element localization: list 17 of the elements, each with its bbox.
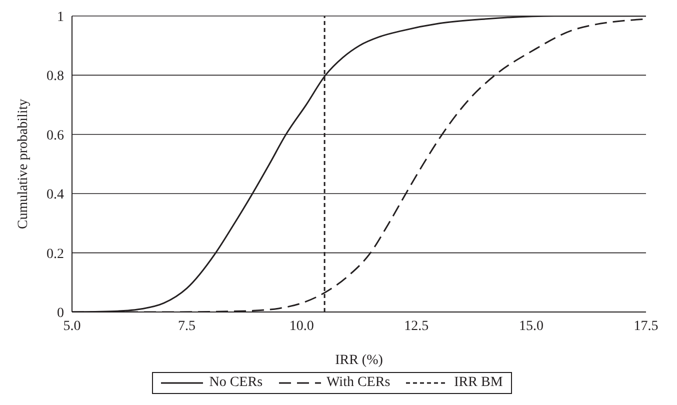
legend-label: IRR BM	[454, 375, 503, 391]
x-tick-label: 7.5	[178, 318, 196, 334]
x-axis-title: IRR (%)	[335, 353, 384, 368]
y-tick-label: 0.6	[46, 128, 64, 144]
y-tick-label: 0	[57, 306, 64, 321]
y-axis-title: Cumulative probability	[16, 98, 31, 230]
y-tick-label: 0.2	[46, 246, 64, 262]
legend-label: With CERs	[326, 375, 390, 391]
x-tick-label: 10.0	[289, 318, 314, 334]
y-tick-label: 0.4	[46, 188, 64, 203]
x-tick-label: 5.0	[63, 318, 81, 334]
x-tick-label: 12.5	[404, 318, 429, 334]
x-tick-label: 17.5	[634, 318, 658, 334]
x-tick-label: 15.0	[518, 318, 544, 334]
y-tick-label: 1	[57, 10, 64, 25]
legend-label: No CERs	[209, 375, 263, 391]
y-tick-label: 0.8	[46, 69, 64, 84]
